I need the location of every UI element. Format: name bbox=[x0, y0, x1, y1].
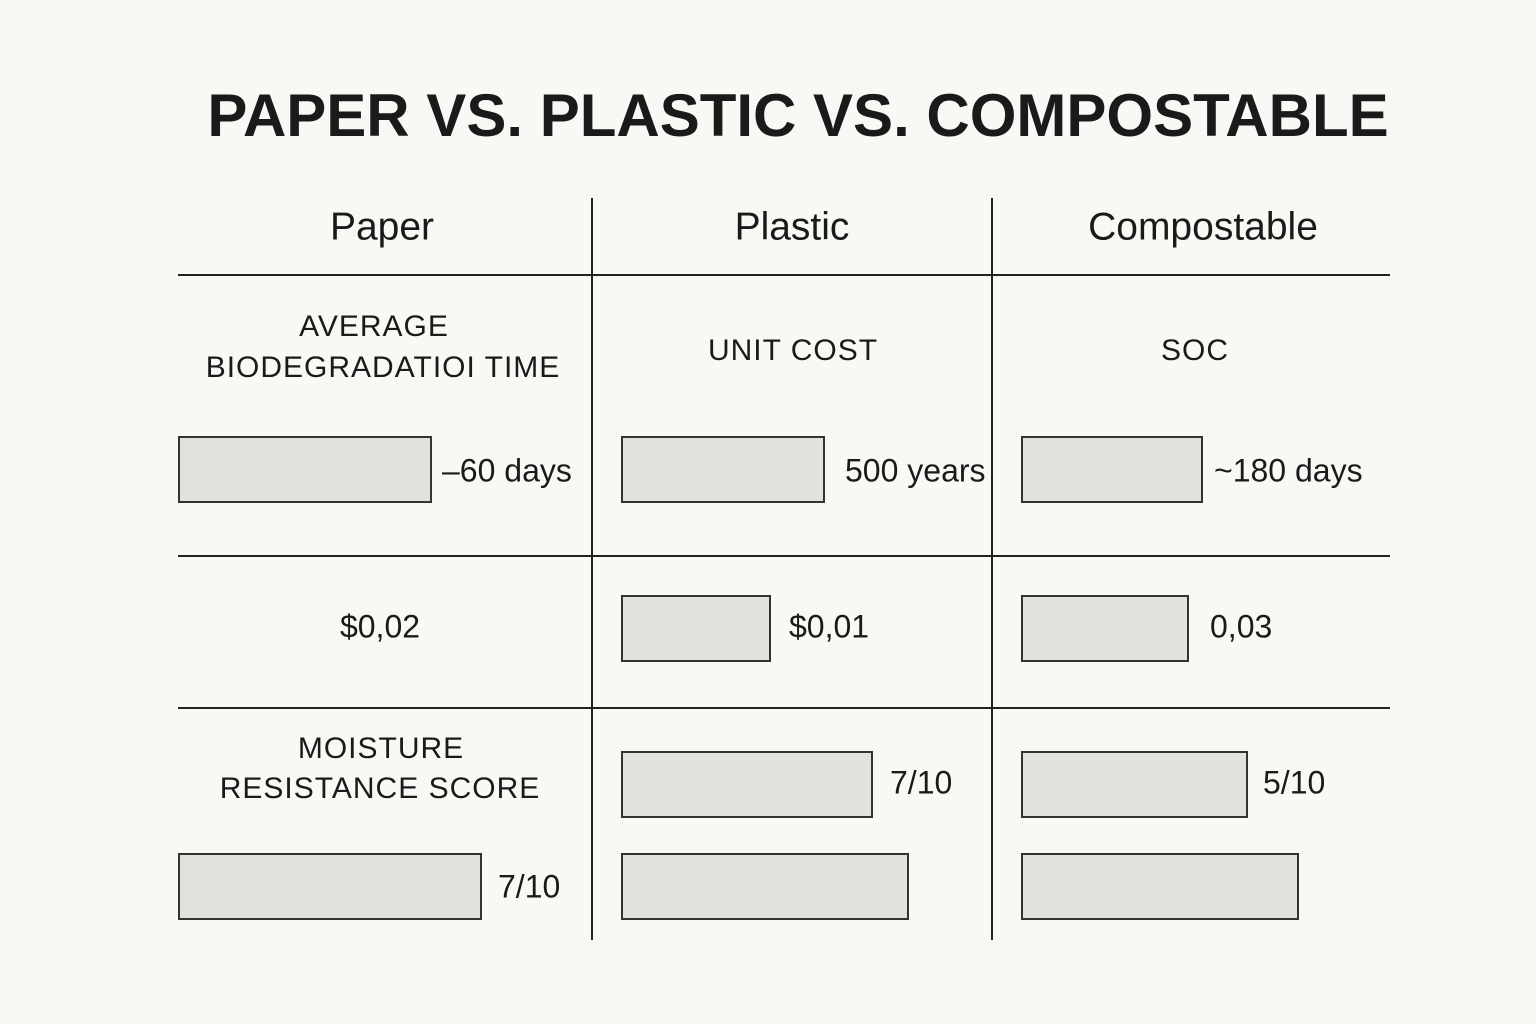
row-label: BIODEGRADATIOI TIME bbox=[206, 351, 561, 384]
placeholder-box bbox=[621, 751, 873, 818]
row-label: RESISTANCE SCORE bbox=[220, 772, 541, 805]
cell-value: ~180 days bbox=[1214, 452, 1363, 488]
cell-value: –60 days bbox=[442, 452, 572, 488]
column-header: Plastic bbox=[735, 205, 850, 248]
column-header: Compostable bbox=[1088, 205, 1318, 248]
cell-value: 5/10 bbox=[1263, 764, 1325, 800]
placeholder-box bbox=[621, 595, 771, 662]
cell-value: 7/10 bbox=[890, 764, 952, 800]
cell-value: 0,03 bbox=[1210, 608, 1272, 644]
title: PAPER VS. PLASTIC VS. COMPOSTABLE bbox=[207, 82, 1388, 149]
placeholder-box bbox=[621, 436, 825, 503]
row-label: SOC bbox=[1161, 334, 1229, 367]
placeholder-box bbox=[1021, 436, 1203, 503]
column-header: Paper bbox=[330, 205, 434, 248]
placeholder-box bbox=[621, 853, 909, 920]
cell-value: 7/10 bbox=[498, 868, 560, 904]
placeholder-box bbox=[178, 853, 482, 920]
row-label: AVERAGE bbox=[299, 310, 449, 343]
cell-value: $0,02 bbox=[340, 608, 420, 644]
cell-value: 500 years bbox=[845, 452, 986, 488]
cell-value: $0,01 bbox=[789, 608, 869, 644]
placeholder-box bbox=[1021, 853, 1299, 920]
placeholder-box bbox=[1021, 751, 1248, 818]
placeholder-box bbox=[1021, 595, 1189, 662]
row-label: UNIT COST bbox=[708, 334, 878, 367]
row-label: MOISTURE bbox=[298, 732, 464, 765]
placeholder-box bbox=[178, 436, 432, 503]
